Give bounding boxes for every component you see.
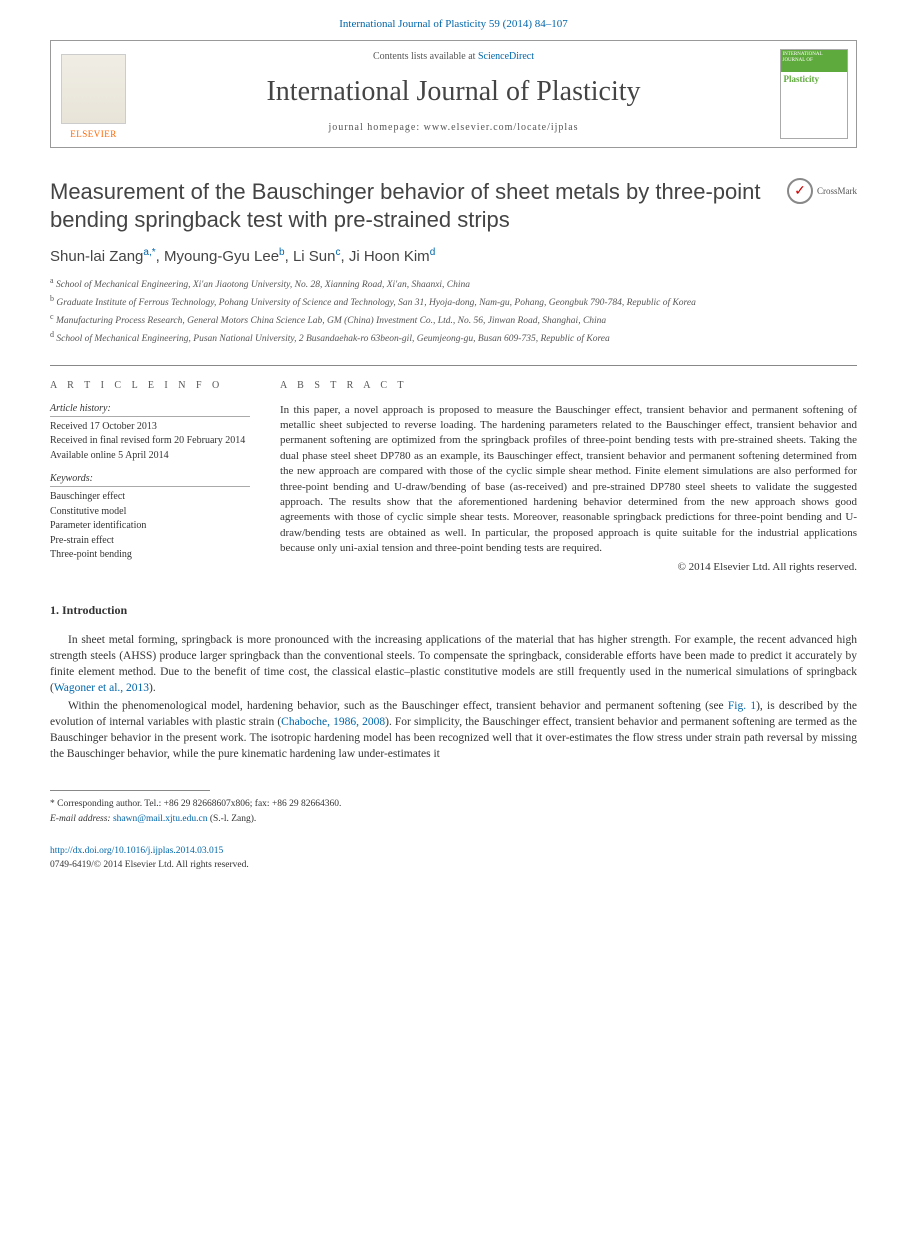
cover-top-label: INTERNATIONAL JOURNAL OF	[781, 50, 847, 72]
running-header: International Journal of Plasticity 59 (…	[0, 0, 907, 40]
affiliation-line: c Manufacturing Process Research, Genera…	[50, 311, 857, 329]
affiliations: a School of Mechanical Engineering, Xi'a…	[50, 275, 857, 347]
contents-line: Contents lists available at ScienceDirec…	[146, 51, 761, 62]
affiliation-line: b Graduate Institute of Ferrous Technolo…	[50, 293, 857, 311]
abstract-heading: A B S T R A C T	[280, 380, 857, 391]
elsevier-tree-icon	[61, 54, 126, 124]
footnotes: * Corresponding author. Tel.: +86 29 826…	[50, 797, 857, 826]
paragraph-1: In sheet metal forming, springback is mo…	[50, 632, 857, 696]
publisher-block: ELSEVIER	[51, 41, 136, 147]
keyword-line: Three-point bending	[50, 548, 250, 563]
keyword-line: Bauschinger effect	[50, 490, 250, 505]
paragraph-2: Within the phenomenological model, harde…	[50, 698, 857, 762]
title-row: Measurement of the Bauschinger behavior …	[50, 178, 857, 233]
crossmark-icon: ✓	[787, 178, 813, 204]
keyword-line: Parameter identification	[50, 519, 250, 534]
article-info-column: A R T I C L E I N F O Article history: R…	[50, 380, 250, 573]
keyword-line: Constitutive model	[50, 505, 250, 520]
journal-name: International Journal of Plasticity	[146, 76, 761, 108]
cover-block: INTERNATIONAL JOURNAL OF Plasticity	[771, 41, 856, 147]
cover-title: Plasticity	[781, 72, 847, 86]
email-note: E-mail address: shawn@mail.xjtu.edu.cn (…	[50, 812, 857, 826]
info-abstract-row: A R T I C L E I N F O Article history: R…	[50, 365, 857, 573]
affiliation-line: d School of Mechanical Engineering, Pusa…	[50, 329, 857, 347]
keywords-heading: Keywords:	[50, 473, 250, 487]
abstract-copyright: © 2014 Elsevier Ltd. All rights reserved…	[280, 561, 857, 573]
history-heading: Article history:	[50, 403, 250, 417]
sciencedirect-link[interactable]: ScienceDirect	[478, 51, 534, 62]
issn-copyright: 0749-6419/© 2014 Elsevier Ltd. All right…	[50, 858, 857, 872]
history-line: Available online 5 April 2014	[50, 449, 250, 464]
body-text: In sheet metal forming, springback is mo…	[50, 632, 857, 763]
keywords-block: Bauschinger effectConstitutive modelPara…	[50, 490, 250, 563]
article-info-heading: A R T I C L E I N F O	[50, 380, 250, 391]
affiliation-line: a School of Mechanical Engineering, Xi'a…	[50, 275, 857, 293]
doi-block: http://dx.doi.org/10.1016/j.ijplas.2014.…	[50, 844, 857, 873]
ref-chaboche[interactable]: Chaboche, 1986, 2008	[281, 716, 385, 728]
masthead: ELSEVIER Contents lists available at Sci…	[50, 40, 857, 148]
corresponding-author-note: * Corresponding author. Tel.: +86 29 826…	[50, 797, 857, 811]
journal-homepage: journal homepage: www.elsevier.com/locat…	[146, 122, 761, 133]
author-list: Shun-lai Zanga,*, Myoung-Gyu Leeb, Li Su…	[50, 247, 857, 265]
history-line: Received in final revised form 20 Februa…	[50, 434, 250, 449]
masthead-center: Contents lists available at ScienceDirec…	[136, 41, 771, 147]
history-line: Received 17 October 2013	[50, 420, 250, 435]
article-body: Measurement of the Bauschinger behavior …	[50, 178, 857, 872]
keyword-line: Pre-strain effect	[50, 534, 250, 549]
fig-1-link[interactable]: Fig. 1	[728, 700, 756, 712]
crossmark-widget[interactable]: ✓ CrossMark	[787, 178, 857, 204]
ref-wagoner-2013[interactable]: Wagoner et al., 2013	[54, 682, 149, 694]
citation-text: International Journal of Plasticity 59 (…	[339, 18, 568, 30]
history-block: Received 17 October 2013Received in fina…	[50, 420, 250, 464]
article-title: Measurement of the Bauschinger behavior …	[50, 178, 767, 233]
elsevier-label: ELSEVIER	[70, 129, 117, 139]
crossmark-label: CrossMark	[817, 186, 857, 196]
corresponding-email-link[interactable]: shawn@mail.xjtu.edu.cn	[113, 814, 208, 824]
journal-cover-thumb: INTERNATIONAL JOURNAL OF Plasticity	[780, 49, 848, 139]
doi-link[interactable]: http://dx.doi.org/10.1016/j.ijplas.2014.…	[50, 846, 223, 856]
footnote-separator	[50, 790, 210, 791]
abstract-column: A B S T R A C T In this paper, a novel a…	[280, 380, 857, 573]
abstract-text: In this paper, a novel approach is propo…	[280, 403, 857, 557]
section-1-heading: 1. Introduction	[50, 603, 857, 618]
